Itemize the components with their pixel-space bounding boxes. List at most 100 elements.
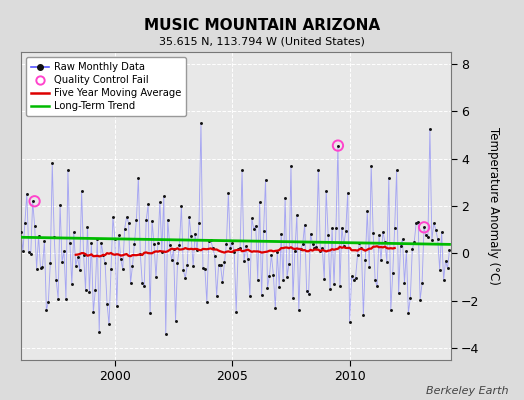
Point [256,199,264,205]
Point [68,280,76,287]
Point [435,266,444,273]
Point [416,297,424,303]
Point [361,256,369,263]
Point [81,286,90,293]
Point [111,235,119,242]
Point [32,266,41,272]
Point [347,273,356,280]
Point [35,232,43,239]
Point [58,258,66,265]
Point [168,257,176,263]
Point [175,241,183,248]
Point [267,252,276,258]
Point [166,242,174,248]
Point [277,231,286,238]
Point [285,260,293,267]
Point [132,217,140,224]
Point [211,252,219,259]
Point [150,240,158,247]
Point [238,167,246,173]
Point [48,160,57,166]
Point [222,241,231,247]
Point [379,228,387,235]
Point [246,293,254,300]
Point [20,220,29,226]
Point [91,287,100,293]
Point [392,167,401,174]
Point [287,162,295,169]
Y-axis label: Temperature Anomaly (°C): Temperature Anomaly (°C) [487,127,500,285]
Point [383,259,391,265]
Point [373,283,381,290]
Point [87,240,95,246]
Point [38,264,47,270]
Point [275,284,283,291]
Point [316,248,324,254]
Point [279,276,287,283]
Point [345,319,354,325]
Point [326,286,334,293]
Point [116,256,125,262]
Point [206,237,215,244]
Point [204,238,213,244]
Point [390,224,399,231]
Point [234,246,242,252]
Point [30,198,39,204]
Point [300,221,309,228]
Point [103,300,111,307]
Point [226,245,235,251]
Point [50,234,58,240]
Point [160,193,168,200]
Point [56,202,64,208]
Point [158,248,166,255]
Point [54,296,62,302]
Point [410,239,419,245]
Point [85,289,94,296]
Point [334,142,342,149]
Point [355,240,364,246]
Point [322,188,331,194]
Point [30,223,39,229]
Point [121,225,129,232]
Point [40,238,49,244]
Point [78,188,86,194]
Point [324,232,332,238]
Point [148,218,156,224]
Point [36,265,45,272]
Point [265,272,274,279]
Point [294,307,303,314]
Point [359,312,367,318]
Point [19,248,27,254]
Point [312,243,321,250]
Point [420,224,428,230]
Point [381,239,389,245]
Point [414,218,422,225]
Point [430,220,438,226]
Point [314,167,323,174]
Point [395,290,403,296]
Point [400,280,409,286]
Point [307,231,315,237]
Point [254,277,262,283]
Point [257,292,266,298]
Point [420,224,428,230]
Point [123,214,131,220]
Point [269,272,278,278]
Point [375,232,383,238]
Point [209,244,217,251]
Point [297,246,305,252]
Point [187,233,195,240]
Point [249,226,258,232]
Point [101,260,110,266]
Point [220,259,228,266]
Point [302,287,311,294]
Point [396,242,405,249]
Point [273,249,281,256]
Point [179,267,188,274]
Point [219,279,227,286]
Point [318,244,326,251]
Point [62,296,70,302]
Point [28,198,37,204]
Point [109,214,117,220]
Point [79,251,88,258]
